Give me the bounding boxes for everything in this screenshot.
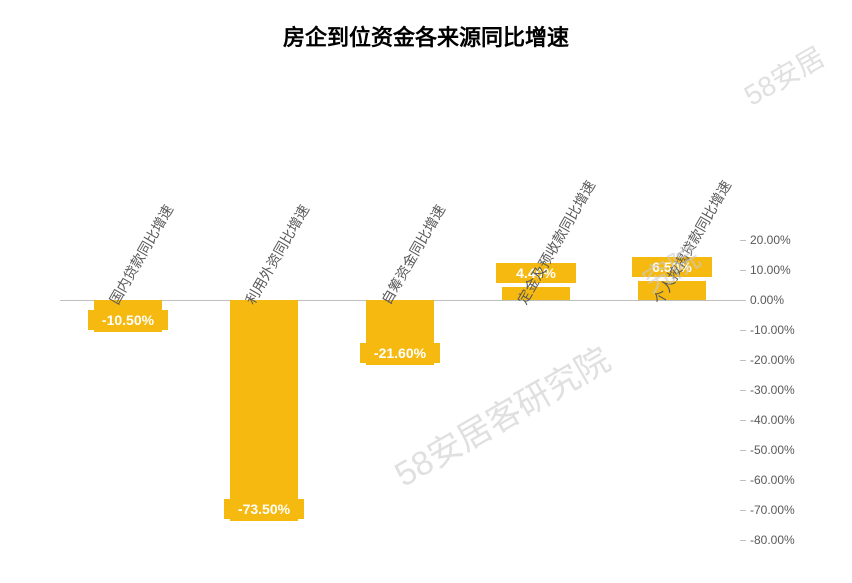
ytick-mark — [740, 420, 746, 421]
ytick-label: -40.00% — [750, 413, 795, 427]
ytick-mark — [740, 300, 746, 301]
bar-value-label: -10.50% — [88, 310, 168, 330]
ytick-label: -70.00% — [750, 503, 795, 517]
ytick-mark — [740, 330, 746, 331]
ytick-label: -80.00% — [750, 533, 795, 547]
ytick-label: -10.00% — [750, 323, 795, 337]
ytick-mark — [740, 390, 746, 391]
ytick-label: -30.00% — [750, 383, 795, 397]
category-label: 利用外资同比增速 — [241, 201, 314, 308]
ytick-mark — [740, 540, 746, 541]
ytick-mark — [740, 360, 746, 361]
ytick-label: -50.00% — [750, 443, 795, 457]
ytick-label: -60.00% — [750, 473, 795, 487]
category-label: 自筹资金同比增速 — [377, 201, 450, 308]
ytick-mark — [740, 270, 746, 271]
ytick-label: 20.00% — [750, 233, 791, 247]
ytick-mark — [740, 480, 746, 481]
bar — [230, 300, 298, 521]
ytick-label: -20.00% — [750, 353, 795, 367]
chart-title: 房企到位资金各来源同比增速 — [0, 20, 852, 52]
ytick-mark — [740, 450, 746, 451]
ytick-label: 0.00% — [750, 293, 784, 307]
bar-value-label: -73.50% — [224, 499, 304, 519]
category-label: 国内贷款同比增速 — [105, 201, 178, 308]
bar-value-label: -21.60% — [360, 343, 440, 363]
ytick-mark — [740, 510, 746, 511]
chart-plot-area: 20.00%10.00%0.00%-10.00%-20.00%-30.00%-4… — [60, 240, 740, 540]
ytick-label: 10.00% — [750, 263, 791, 277]
ytick-mark — [740, 240, 746, 241]
